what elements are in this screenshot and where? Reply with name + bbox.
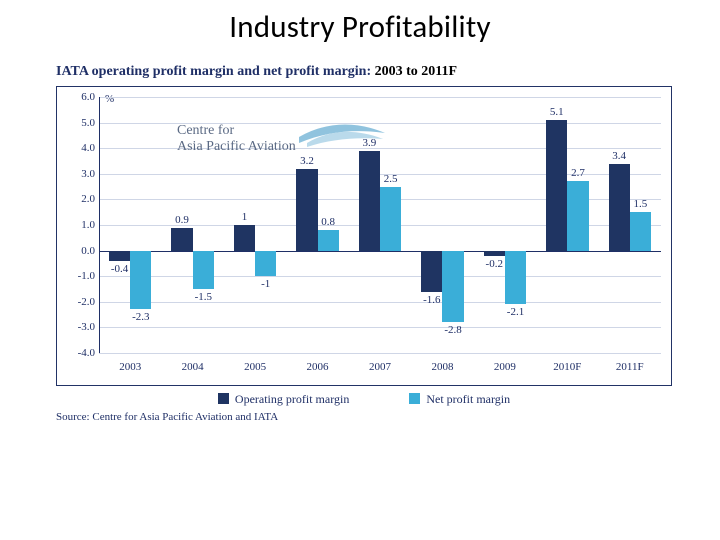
chart-title-prefix: IATA operating profit margin and net pro… [56, 64, 366, 79]
bar-net [630, 212, 651, 250]
x-tick-label: 2009 [494, 361, 516, 373]
bar-operating [296, 169, 317, 251]
bar-net [442, 251, 463, 323]
x-tick-label: 2007 [369, 361, 391, 373]
bar-label: 2.5 [384, 173, 398, 185]
legend-label: Net profit margin [426, 392, 510, 406]
bar-net [380, 187, 401, 251]
legend-item: Operating profit margin [218, 392, 349, 407]
gridline [99, 302, 661, 303]
gridline [99, 276, 661, 277]
y-tick-label: 4.0 [59, 142, 95, 154]
y-tick-label: 0.0 [59, 245, 95, 257]
bar-label: -2.3 [132, 311, 149, 323]
bar-label: 2.7 [571, 167, 585, 179]
bar-net [505, 251, 526, 305]
zero-line [99, 251, 661, 252]
page-title: Industry Profitability [0, 8, 720, 46]
y-tick-label: -3.0 [59, 321, 95, 333]
legend-label: Operating profit margin [235, 392, 349, 406]
bar-label: 3.9 [363, 137, 377, 149]
bar-operating [234, 225, 255, 251]
x-tick-label: 2006 [307, 361, 329, 373]
bar-label: 5.1 [550, 106, 564, 118]
y-tick-label: -4.0 [59, 347, 95, 359]
legend-swatch [409, 393, 420, 404]
legend-item: Net profit margin [409, 392, 510, 407]
y-tick-label: 5.0 [59, 117, 95, 129]
bar-label: 1 [242, 211, 248, 223]
gridline [99, 97, 661, 98]
bar-label: 1.5 [634, 198, 648, 210]
bar-operating [484, 251, 505, 256]
bar-operating [171, 228, 192, 251]
bar-net [318, 230, 339, 250]
y-tick-label: -2.0 [59, 296, 95, 308]
bar-net [193, 251, 214, 289]
bar-label: 0.9 [175, 214, 189, 226]
bar-label: 3.4 [612, 150, 626, 162]
chart-block: IATA operating profit margin and net pro… [56, 64, 672, 423]
gridline [99, 353, 661, 354]
x-tick-label: 2005 [244, 361, 266, 373]
x-tick-label: 2011F [616, 361, 644, 373]
logo-line2: Asia Pacific Aviation [177, 139, 296, 155]
x-tick-label: 2010F [553, 361, 581, 373]
bar-net [255, 251, 276, 277]
plot-wrap: % -0.4-2.30.9-1.51-13.20.83.92.5-1.6-2.8… [56, 86, 672, 386]
y-tick-label: -1.0 [59, 270, 95, 282]
y-axis-line [99, 97, 100, 353]
bar-label: 3.2 [300, 155, 314, 167]
bar-label: 0.8 [321, 216, 335, 228]
bar-operating [421, 251, 442, 292]
gridline [99, 327, 661, 328]
x-tick-label: 2004 [182, 361, 204, 373]
bar-net [567, 181, 588, 250]
bar-net [130, 251, 151, 310]
bar-label: -2.1 [507, 306, 524, 318]
bar-label: -1 [261, 278, 270, 290]
y-tick-label: 3.0 [59, 168, 95, 180]
bar-operating [359, 151, 380, 251]
legend: Operating profit margin Net profit margin [56, 392, 672, 407]
legend-swatch [218, 393, 229, 404]
bar-label: -0.4 [111, 263, 128, 275]
logo-capa: Centre for Asia Pacific Aviation [177, 123, 296, 155]
bar-operating [546, 120, 567, 251]
y-tick-label: 2.0 [59, 193, 95, 205]
bar-label: -1.5 [195, 291, 212, 303]
y-tick-label: 1.0 [59, 219, 95, 231]
logo-line1: Centre for [177, 123, 296, 139]
bar-label: -1.6 [423, 294, 440, 306]
bar-label: -2.8 [444, 324, 461, 336]
x-tick-label: 2008 [431, 361, 453, 373]
chart-title-sep: : [366, 64, 374, 79]
x-tick-label: 2003 [119, 361, 141, 373]
bar-operating [609, 164, 630, 251]
chart-title-range: 2003 to 2011F [375, 64, 457, 79]
source-line: Source: Centre for Asia Pacific Aviation… [56, 411, 672, 423]
bar-operating [109, 251, 130, 261]
bar-label: -0.2 [486, 258, 503, 270]
chart-title: IATA operating profit margin and net pro… [56, 64, 672, 80]
y-tick-label: 6.0 [59, 91, 95, 103]
